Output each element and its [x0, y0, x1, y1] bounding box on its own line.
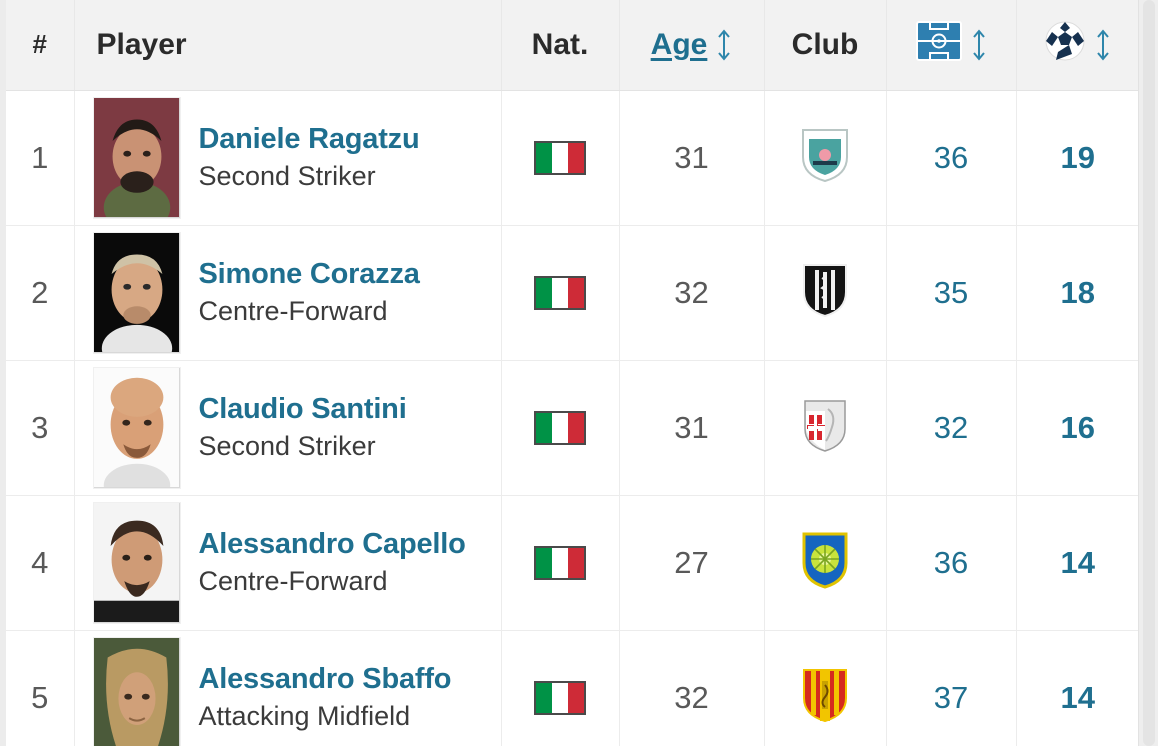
row-goals: 16 [1016, 360, 1139, 496]
player-name-link[interactable]: Alessandro Sbaffo [198, 662, 452, 695]
player-portrait [92, 501, 181, 624]
row-goals: 14 [1016, 630, 1139, 746]
table-header: # Player Nat. Age [6, 0, 1139, 91]
row-rank: 3 [6, 360, 75, 496]
row-club[interactable] [764, 360, 887, 496]
row-club[interactable] [764, 630, 887, 746]
column-header-appearances[interactable] [886, 0, 1017, 91]
table-row[interactable]: 3 [6, 360, 1139, 496]
club-crest-icon[interactable] [800, 667, 850, 728]
player-position: Centre-Forward [198, 295, 388, 326]
row-nationality [501, 495, 620, 631]
sort-updown-icon[interactable] [971, 28, 987, 62]
column-header-nationality: Nat. [501, 0, 620, 91]
table-body: 1 [6, 90, 1139, 746]
row-player[interactable]: Simone Corazza Centre-Forward [74, 225, 502, 361]
table-header-row: # Player Nat. Age [6, 0, 1139, 91]
scrollbar-thumb[interactable] [1143, 0, 1155, 746]
table-row[interactable]: 4 [6, 495, 1139, 631]
row-nationality [501, 360, 620, 496]
sort-updown-icon[interactable] [716, 28, 732, 62]
column-header-player-label: Player [96, 27, 187, 61]
player-position: Second Striker [198, 160, 376, 191]
row-nationality [501, 90, 620, 226]
row-player[interactable]: Alessandro Capello Centre-Forward [74, 495, 502, 631]
sort-by-age-link[interactable]: Age [650, 27, 708, 61]
row-player[interactable]: Alessandro Sbaffo Attacking Midfield [74, 630, 502, 746]
row-rank: 5 [6, 630, 75, 746]
table-row[interactable]: 5 [6, 630, 1139, 746]
club-crest-icon[interactable] [800, 262, 850, 323]
row-age: 27 [619, 495, 765, 631]
flag-italy-icon [534, 275, 586, 310]
row-goals: 19 [1016, 90, 1139, 226]
row-nationality [501, 225, 620, 361]
sort-updown-icon[interactable] [1095, 28, 1111, 62]
row-player[interactable]: Daniele Ragatzu Second Striker [74, 90, 502, 226]
player-portrait [92, 231, 181, 354]
soccer-ball-icon [1044, 20, 1086, 70]
row-age: 32 [619, 225, 765, 361]
column-header-club: Club [764, 0, 887, 91]
row-age: 31 [619, 360, 765, 496]
pitch-icon [915, 20, 962, 69]
player-portrait [92, 96, 181, 219]
row-appearances: 32 [886, 360, 1017, 496]
column-header-nationality-label: Nat. [531, 27, 589, 61]
column-header-rank-label: # [32, 29, 47, 60]
player-position: Centre-Forward [198, 565, 388, 596]
flag-italy-icon [534, 545, 586, 580]
row-rank: 1 [6, 90, 75, 226]
column-header-rank: # [6, 0, 75, 91]
row-age: 31 [619, 90, 765, 226]
row-player[interactable]: Claudio Santini Second Striker [74, 360, 502, 496]
row-nationality [501, 630, 620, 746]
column-header-club-label: Club [791, 27, 859, 61]
player-portrait [92, 636, 181, 746]
club-crest-icon[interactable] [800, 397, 850, 458]
column-header-goals[interactable] [1016, 0, 1139, 91]
column-header-player: Player [74, 0, 502, 91]
row-appearances: 37 [886, 630, 1017, 746]
player-name-link[interactable]: Simone Corazza [198, 257, 420, 290]
player-name-link[interactable]: Daniele Ragatzu [198, 122, 420, 155]
row-age: 32 [619, 630, 765, 746]
player-position: Attacking Midfield [198, 700, 411, 731]
flag-italy-icon [534, 140, 586, 175]
row-club[interactable] [764, 90, 887, 226]
player-portrait [92, 366, 181, 489]
row-appearances: 36 [886, 90, 1017, 226]
row-goals: 18 [1016, 225, 1139, 361]
flag-italy-icon [534, 680, 586, 715]
table-row[interactable]: 1 [6, 90, 1139, 226]
row-appearances: 36 [886, 495, 1017, 631]
table-row[interactable]: 2 [6, 225, 1139, 361]
player-name-link[interactable]: Alessandro Capello [198, 527, 466, 560]
page-scrollbar[interactable] [1138, 0, 1158, 746]
row-appearances: 35 [886, 225, 1017, 361]
column-header-age[interactable]: Age [619, 0, 765, 91]
row-rank: 4 [6, 495, 75, 631]
flag-italy-icon [534, 410, 586, 445]
player-position: Second Striker [198, 430, 376, 461]
row-club[interactable] [764, 495, 887, 631]
club-crest-icon[interactable] [800, 531, 850, 594]
row-goals: 14 [1016, 495, 1139, 631]
club-crest-icon[interactable] [800, 127, 850, 188]
row-club[interactable] [764, 225, 887, 361]
top-scorers-table: # Player Nat. Age [6, 0, 1139, 746]
ranking-table-container: # Player Nat. Age [6, 0, 1139, 746]
left-gutter [0, 0, 6, 746]
row-rank: 2 [6, 225, 75, 361]
player-name-link[interactable]: Claudio Santini [198, 392, 407, 425]
